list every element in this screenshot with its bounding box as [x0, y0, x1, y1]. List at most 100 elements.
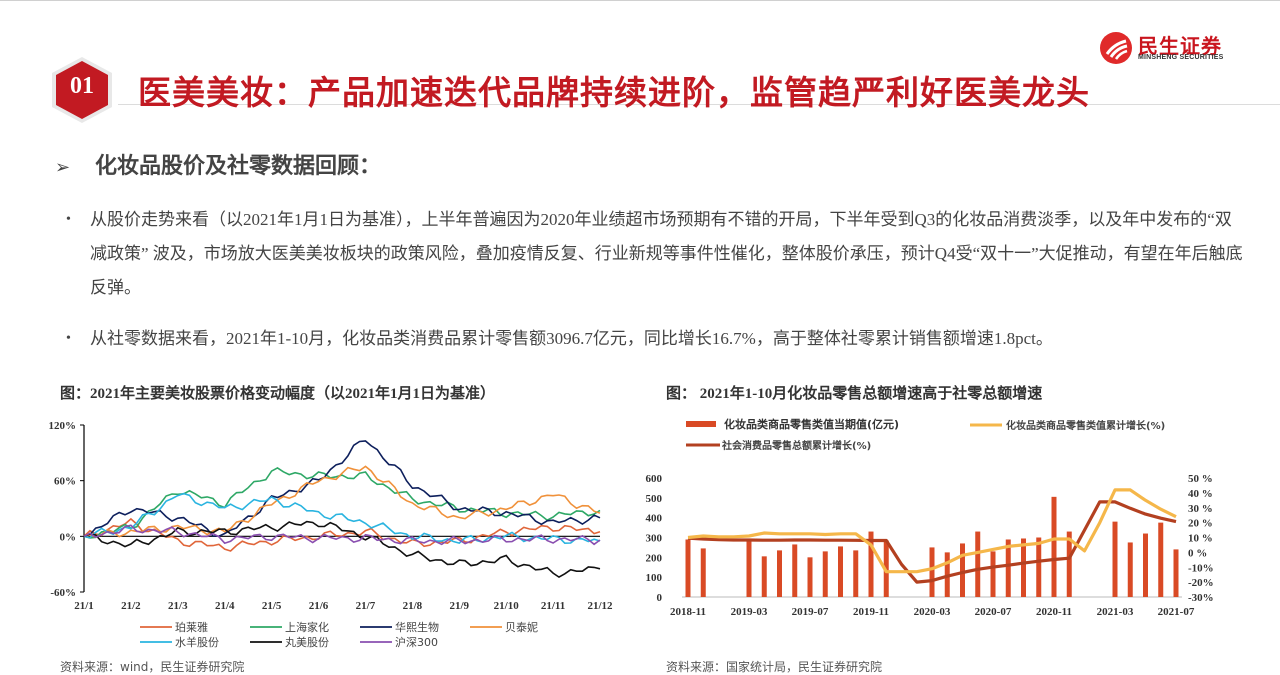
bar	[1021, 538, 1026, 597]
bullet-dot: •	[66, 331, 71, 346]
x-tick-label: 2018-11	[670, 606, 706, 618]
title-divider	[118, 104, 1280, 105]
bar	[822, 551, 828, 597]
y-right-tick-label: 20 %	[1188, 518, 1213, 530]
bar	[1173, 549, 1179, 597]
x-tick-label: 21/12	[587, 600, 613, 612]
x-tick-label: 2020-03	[914, 606, 951, 618]
x-tick-label: 21/6	[309, 600, 329, 612]
bar	[777, 550, 782, 597]
x-tick-label: 21/9	[449, 600, 469, 612]
y-tick-label: 120%	[49, 420, 77, 432]
y-right-tick-label: -30%	[1188, 592, 1214, 604]
legend-label: 丸美股份	[285, 636, 329, 649]
bar	[700, 548, 706, 597]
x-tick-label: 21/8	[403, 600, 423, 612]
series-line	[83, 524, 601, 546]
y-right-tick-label: -20%	[1188, 577, 1214, 589]
bar	[1066, 531, 1072, 597]
legend-label: 珀莱雅	[175, 620, 208, 634]
bar	[990, 551, 996, 597]
bullet-dot: •	[66, 212, 71, 227]
bar	[1143, 533, 1148, 597]
x-tick-label: 2020-11	[1036, 606, 1072, 618]
arrow-bullet-icon: ➢	[55, 157, 71, 178]
paragraph-retail-data: • 从社零数据来看，2021年1-10月，化妆品类消费品累计零售额3096.7亿…	[66, 322, 1246, 356]
bar	[1036, 537, 1042, 597]
x-tick-label: 21/2	[121, 600, 141, 612]
y-right-tick-label: 0 %	[1188, 547, 1207, 559]
top-border	[0, 0, 1280, 1]
legend-label: 化妆品类商品零售类值当期值(亿元)	[724, 417, 899, 431]
y-left-tick-label: 400	[646, 513, 663, 525]
x-tick-label: 2019-11	[853, 606, 889, 618]
bar	[1005, 539, 1011, 597]
bar	[746, 539, 752, 597]
hexagon-icon	[52, 57, 112, 123]
bar	[853, 550, 859, 597]
section-number: 01	[70, 73, 94, 99]
retail-sales-combo-chart: 0 100 200 300 400 500 600 -30% -20% -10% 0 % 10 % 20…	[646, 417, 1214, 618]
logo-mark-icon	[1100, 32, 1132, 64]
bar	[975, 531, 981, 597]
y-tick-label: 0%	[60, 531, 77, 543]
bar	[960, 543, 965, 597]
y-right-tick-label: 50 %	[1188, 473, 1213, 485]
x-tick-label: 2020-07	[975, 606, 1012, 618]
legend-label: 化妆品类商品零售类值累计增长(%)	[1006, 419, 1165, 432]
logo-text-cn: 民生证券	[1138, 34, 1222, 58]
y-left-tick-label: 100	[646, 572, 663, 584]
bar	[1127, 542, 1133, 597]
y-tick-label: -60%	[50, 587, 76, 599]
figure-source-stock: 资料来源：wind，民生证券研究院	[60, 660, 245, 674]
legend-label: 沪深300	[395, 635, 438, 649]
y-tick-label: 60%	[54, 476, 76, 488]
legend-label: 贝泰妮	[505, 620, 538, 634]
bar	[1158, 522, 1164, 597]
series-line	[83, 466, 601, 539]
y-left-tick-label: 500	[646, 493, 663, 505]
bar	[868, 531, 874, 597]
section-heading-text: 化妆品股价及社零数据回顾：	[95, 154, 382, 179]
chart-legend: 化妆品类商品零售类值当期值(亿元) 化妆品类商品零售类值累计增长(%) 社会消费品零…	[686, 417, 1165, 452]
paragraph-text: 从股价走势来看（以2021年1月1日为基准），上半年普遍因为2020年业绩超市场…	[90, 210, 1243, 297]
x-tick-label: 21/4	[215, 600, 235, 612]
series-line	[83, 517, 601, 552]
paragraph-stock-trend: • 从股价走势来看（以2021年1月1日为基准），上半年普遍因为2020年业绩超…	[66, 203, 1246, 305]
bar	[1112, 521, 1118, 597]
minsheng-logo: 民生证券 MINSHENG SECURITIES	[1100, 30, 1250, 66]
section-number-badge: 01	[50, 55, 114, 125]
figure-source-retail: 资料来源：国家统计局，民生证券研究院	[666, 660, 883, 674]
legend-label: 水羊股份	[175, 635, 219, 649]
x-tick-label: 2019-03	[731, 606, 768, 618]
y-right-tick-label: 40 %	[1188, 488, 1213, 500]
series-line	[687, 500, 1177, 584]
x-tick-label: 2019-07	[792, 606, 829, 618]
legend-swatch	[686, 421, 716, 427]
y-right-tick-label: 10 %	[1188, 533, 1213, 545]
logo-text-en: MINSHENG SECURITIES	[1138, 54, 1224, 61]
bar	[685, 539, 691, 597]
x-tick-label: 2021-03	[1097, 606, 1134, 618]
paragraph-text: 从社零数据来看，2021年1-10月，化妆品类消费品累计零售额3096.7亿元，…	[90, 329, 1053, 348]
figure-title-stock: 图：2021年主要美妆股票价格变动幅度（以2021年1月1日为基准）	[60, 386, 496, 402]
figure-title-retail: 图： 2021年1-10月化妆品零售总额增速高于社零总额增速	[666, 386, 1043, 402]
legend-label: 上海家化	[285, 620, 329, 634]
x-tick-label: 21/5	[262, 600, 282, 612]
x-tick-label: 21/3	[168, 600, 188, 612]
legend-label: 华熙生物	[395, 620, 439, 634]
bar	[1051, 496, 1057, 597]
section-heading: ➢ 化妆品股价及社零数据回顾：	[55, 148, 381, 180]
page-title: 医美美妆：产品加速迭代品牌持续进阶，监管趋严利好医美龙头	[138, 73, 1090, 112]
bar	[838, 546, 843, 597]
x-tick-label: 21/10	[494, 600, 520, 612]
y-right-tick-label: -10%	[1188, 562, 1214, 574]
y-left-tick-label: 200	[646, 552, 663, 564]
y-left-tick-label: 0	[657, 592, 663, 604]
legend-label: 社会消费品零售总额累计增长(%)	[721, 439, 871, 452]
y-right-tick-label: 30 %	[1188, 503, 1213, 515]
series-line	[83, 520, 601, 579]
series-line	[83, 440, 601, 538]
bar	[761, 556, 767, 597]
